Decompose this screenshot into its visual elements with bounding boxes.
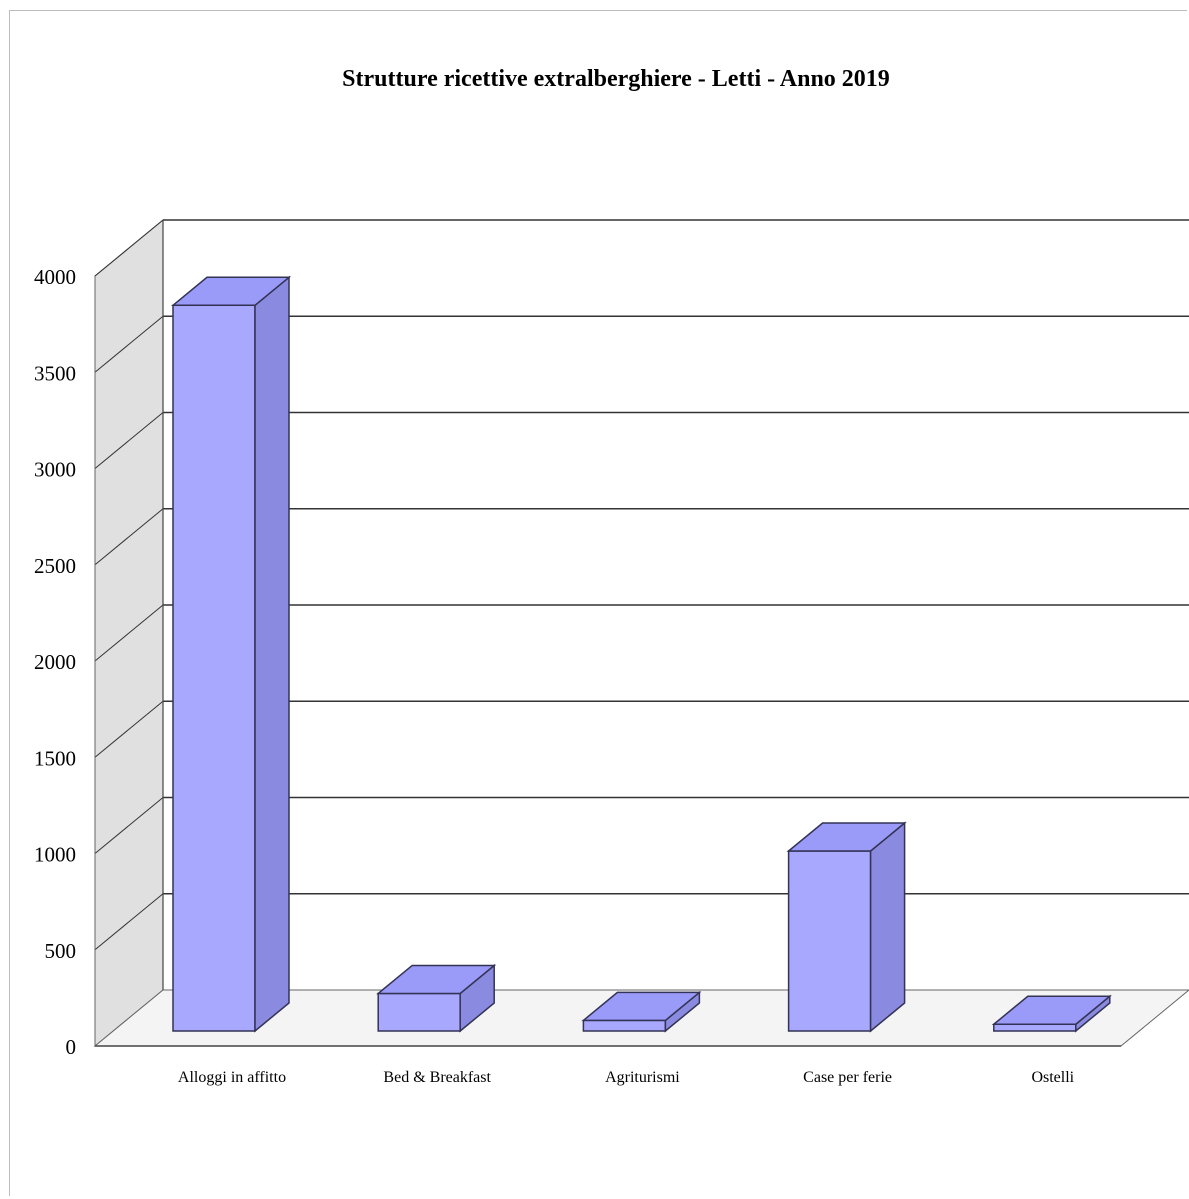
bar-front [172, 304, 256, 1032]
bar-top [581, 991, 702, 1022]
bar-top [786, 822, 907, 852]
gridlines [94, 219, 1189, 1047]
x-tick-label: Ostelli [1031, 1069, 1074, 1086]
bar-top [170, 276, 292, 307]
y-tick-label: 500 [45, 939, 77, 963]
bar-front [993, 1023, 1077, 1032]
gridline-side [94, 797, 164, 854]
chart-title: Strutture ricettive extralberghiere - Le… [342, 66, 890, 92]
bar [786, 821, 907, 1033]
bar [376, 963, 497, 1033]
x-tick-label: Bed & Breakfast [383, 1069, 491, 1086]
x-tick-label: Agriturismi [605, 1069, 680, 1086]
y-tick-label: 3500 [34, 361, 76, 385]
y-tick-label: 1000 [34, 843, 76, 867]
bar [581, 990, 702, 1033]
y-tick-label: 1500 [34, 746, 76, 770]
bar-front [377, 992, 461, 1032]
y-axis-ticks: 0 500 1000 1500 2000 2500 3000 3500 4000 [34, 265, 76, 1059]
y-tick-label: 2000 [34, 650, 76, 674]
bar-front [582, 1019, 667, 1032]
gridline-side [94, 604, 164, 662]
bar-side [254, 275, 290, 1033]
bar [170, 275, 292, 1033]
x-tick-label: Case per ferie [803, 1069, 892, 1086]
x-tick-label: Alloggi in affitto [178, 1069, 286, 1086]
bar-top [991, 995, 1112, 1026]
chart-frame [9, 10, 1187, 1196]
gridline-side [94, 219, 164, 277]
gridline-side [94, 412, 164, 469]
bar-side [869, 821, 906, 1033]
gridline-side [94, 508, 164, 566]
bar [991, 994, 1112, 1033]
bar-front [787, 850, 872, 1032]
bar-top [376, 964, 497, 995]
y-tick-label: 3000 [34, 458, 76, 482]
gridline-side [94, 700, 164, 758]
y-tick-label: 2500 [34, 554, 76, 578]
y-tick-label: 0 [66, 1035, 77, 1059]
gridline-side [94, 315, 164, 373]
gridline-side [94, 893, 164, 951]
y-tick-label: 4000 [34, 265, 76, 289]
bars [170, 275, 1112, 1033]
x-axis-labels: Alloggi in affitto Bed & Breakfast Agritur… [178, 1069, 1075, 1086]
